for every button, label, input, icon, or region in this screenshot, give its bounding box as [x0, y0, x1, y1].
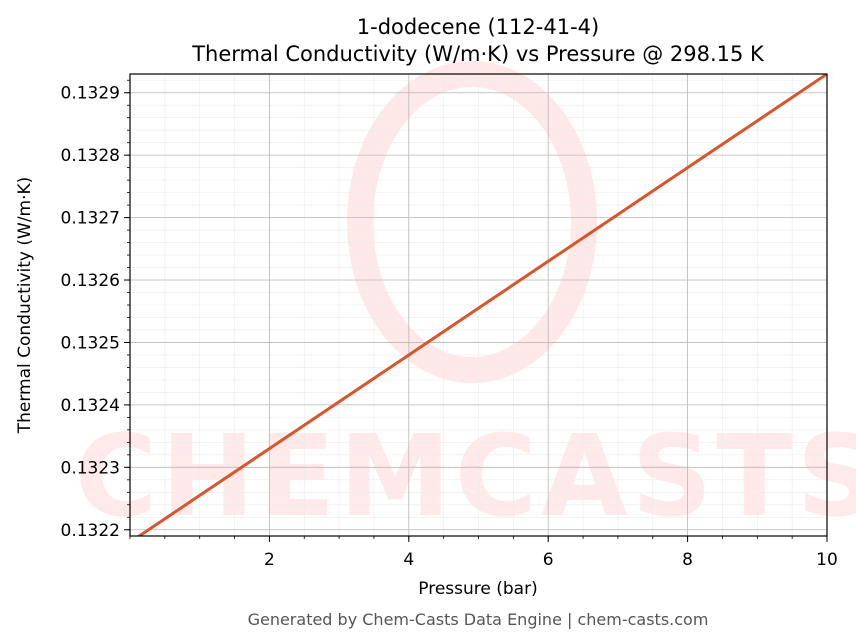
y-tick-label: 0.1325: [61, 333, 120, 353]
x-axis-label: Pressure (bar): [418, 579, 537, 599]
series-layer: [136, 74, 827, 536]
y-axis-label: Thermal Conductivity (W/m·K): [15, 177, 35, 435]
y-tick-label: 0.1322: [61, 521, 120, 541]
y-tick-labels: 0.1322 0.1323 0.1324 0.1325 0.1326 0.1327 0.13…: [61, 84, 120, 541]
footer-credit: Generated by Chem-Casts Data Engine | ch…: [248, 610, 709, 629]
chart-subtitle: Thermal Conductivity (W/m·K) vs Pressure…: [191, 42, 765, 66]
y-tick-label: 0.1326: [61, 271, 120, 291]
x-tick-label: 10: [816, 550, 838, 570]
series-line: [136, 74, 827, 536]
y-tick-label: 0.1327: [61, 209, 120, 229]
x-tick-label: 4: [403, 550, 414, 570]
x-tick-label: 8: [682, 550, 693, 570]
chart-title: 1-dodecene (112-41-4): [357, 15, 599, 39]
x-tick-labels: 2 4 6 8 10: [264, 550, 838, 570]
x-tick-label: 6: [543, 550, 554, 570]
ticks: [124, 79, 828, 542]
y-tick-label: 0.1329: [61, 84, 120, 104]
watermark: CHEMCASTS: [75, 61, 856, 542]
y-tick-label: 0.1323: [61, 458, 120, 478]
x-tick-label: 2: [264, 550, 275, 570]
watermark-text: CHEMCASTS: [75, 412, 856, 542]
y-tick-label: 0.1328: [61, 146, 120, 166]
y-tick-label: 0.1324: [61, 396, 120, 416]
